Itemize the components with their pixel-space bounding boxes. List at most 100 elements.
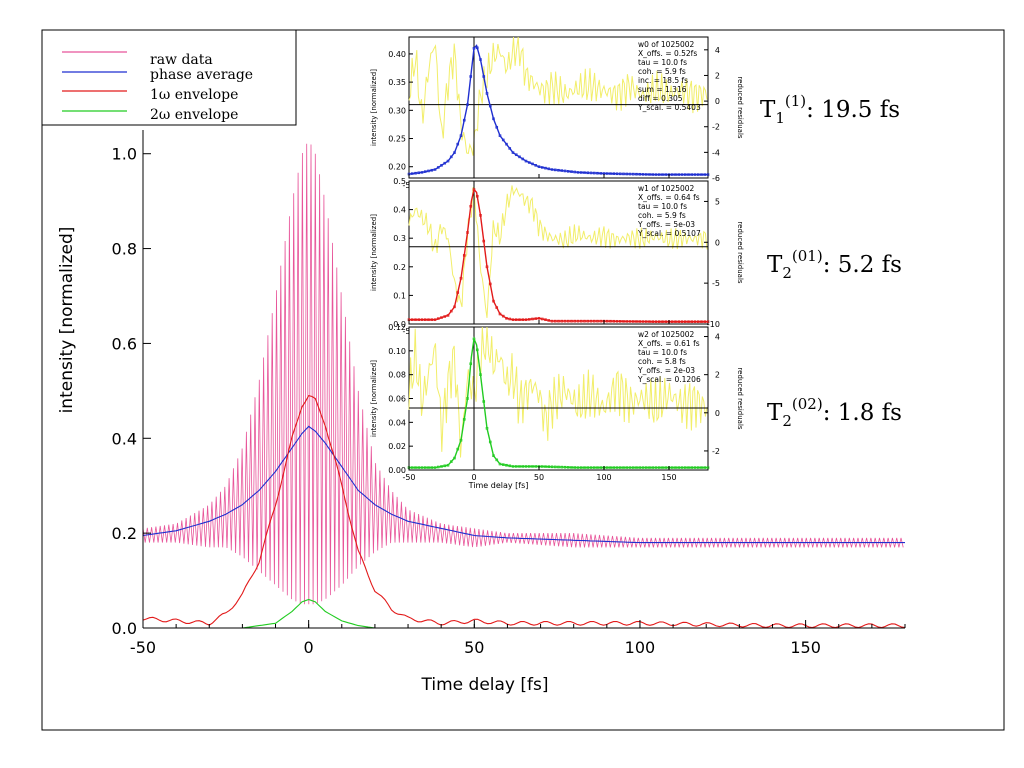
inset-data-point	[495, 306, 499, 309]
inset-data-point	[440, 465, 443, 468]
inset-data-point	[680, 173, 684, 176]
inset-y2-tick-label: 0	[715, 238, 720, 247]
inset-data-point	[654, 466, 658, 469]
inset-y-tick-label: 0.0	[393, 320, 406, 329]
main-y-tick-label: 0.0	[112, 619, 137, 638]
inset-data-point	[599, 466, 603, 469]
inset-data-point	[430, 318, 434, 322]
inset-data-point	[592, 466, 596, 469]
inset-residual-line	[408, 36, 708, 156]
inset-data-point	[644, 173, 648, 176]
inset-data-point	[693, 173, 697, 176]
inset-data-point	[612, 319, 616, 323]
inset-data-point	[651, 466, 655, 469]
inset-data-point	[683, 466, 687, 469]
inset-data-point	[524, 465, 528, 468]
inset-data-point	[453, 305, 456, 309]
inset-data-point	[677, 173, 681, 176]
inset-data-point	[459, 134, 463, 137]
inset-data-point	[550, 465, 554, 469]
inset-panel: -500501001500.00.10.20.30.40.5-10-505Tim…	[370, 177, 744, 344]
inset-data-point	[544, 318, 547, 322]
inset-data-point	[518, 318, 521, 322]
t1-annotation: T1(1): 19.5 fs	[760, 92, 900, 127]
inset-data-point	[706, 320, 710, 324]
inset-data-point	[462, 118, 466, 122]
inset-data-point	[690, 320, 694, 324]
inset-data-point	[589, 466, 593, 469]
inset-data-point	[547, 465, 551, 469]
inset-data-point	[576, 319, 580, 323]
inset-data-point	[596, 171, 599, 175]
inset-y-tick-label: 0.1	[393, 291, 406, 300]
inset-data-point	[635, 172, 638, 176]
legend-label-env2: 2ω envelope	[150, 107, 238, 123]
inset-panel: -500501001500.200.250.300.350.40-6-4-202…	[370, 36, 744, 198]
inset-data-point	[557, 465, 560, 469]
inset-data-point	[472, 46, 476, 50]
inset-data-point	[518, 465, 521, 468]
inset-data-point	[631, 466, 635, 469]
inset-data-point	[446, 159, 450, 163]
inset-data-point	[466, 103, 469, 106]
inset-data-point	[492, 117, 495, 121]
inset-data-point	[553, 465, 557, 469]
t1-sup: (1)	[785, 92, 806, 110]
inset-data-point	[423, 466, 427, 469]
inset-info-line: coh. = 5.9 fs	[638, 67, 686, 76]
inset-data-point	[514, 153, 518, 157]
inset-data-point	[579, 466, 583, 469]
inset-data-point	[537, 165, 541, 169]
inset-data-point	[596, 466, 599, 469]
inset-data-point	[641, 320, 645, 323]
inset-data-point	[433, 466, 437, 469]
inset-y2-axis-label: reduced residuals	[736, 367, 744, 429]
inset-data-point	[456, 291, 460, 294]
inset-data-point	[586, 319, 590, 323]
inset-info-line: tau = 10.0 fs	[638, 348, 687, 357]
inset-data-point	[657, 320, 661, 324]
inset-data-point	[521, 465, 525, 468]
legend-box	[41, 29, 297, 126]
inset-data-point	[479, 214, 482, 217]
inset-data-point	[508, 147, 512, 150]
inset-data-point	[618, 320, 622, 323]
inset-y2-tick-label: -10	[707, 320, 720, 329]
inset-data-point	[449, 155, 453, 159]
inset-data-point	[635, 320, 638, 323]
inset-data-point	[687, 466, 690, 469]
inset-data-point	[423, 318, 427, 322]
inset-data-point	[453, 151, 456, 154]
phase-average-line	[142, 425, 905, 544]
inset-data-point	[615, 172, 619, 176]
inset-y-tick-label: 0.30	[388, 106, 406, 115]
main-x-tick-label: 0	[304, 638, 314, 657]
inset-data-point	[459, 276, 463, 280]
inset-data-point	[648, 466, 651, 469]
inset-data-point	[498, 462, 502, 466]
main-y-tick-label: 0.2	[112, 524, 137, 543]
inset-y-tick-label: 0.4	[393, 206, 406, 215]
inset-info-line: tau = 10.0 fs	[638, 202, 687, 211]
inset-data-point	[492, 299, 495, 303]
inset-data-point	[644, 466, 648, 469]
inset-info-line: w0 of 1025002	[638, 40, 695, 49]
inset-y2-axis-label: reduced residuals	[736, 76, 744, 138]
inset-info-line: X_offs. = 0.61 fs	[638, 339, 700, 348]
inset-data-point	[677, 320, 681, 324]
inset-data-point	[417, 171, 421, 175]
inset-data-point	[661, 320, 664, 324]
envelope-1w-line	[142, 394, 906, 629]
inset-data-point	[625, 320, 629, 323]
inset-data-point	[664, 320, 668, 324]
inset-data-point	[638, 172, 642, 176]
inset-info-line: sum = 1.316	[638, 85, 687, 94]
t1-main: T	[760, 97, 776, 123]
inset-data-point	[550, 319, 554, 323]
inset-data-point	[482, 400, 486, 403]
inset-data-point	[631, 320, 635, 323]
inset-data-point	[475, 46, 479, 50]
inset-data-point	[430, 168, 434, 172]
inset-data-point	[427, 169, 430, 173]
